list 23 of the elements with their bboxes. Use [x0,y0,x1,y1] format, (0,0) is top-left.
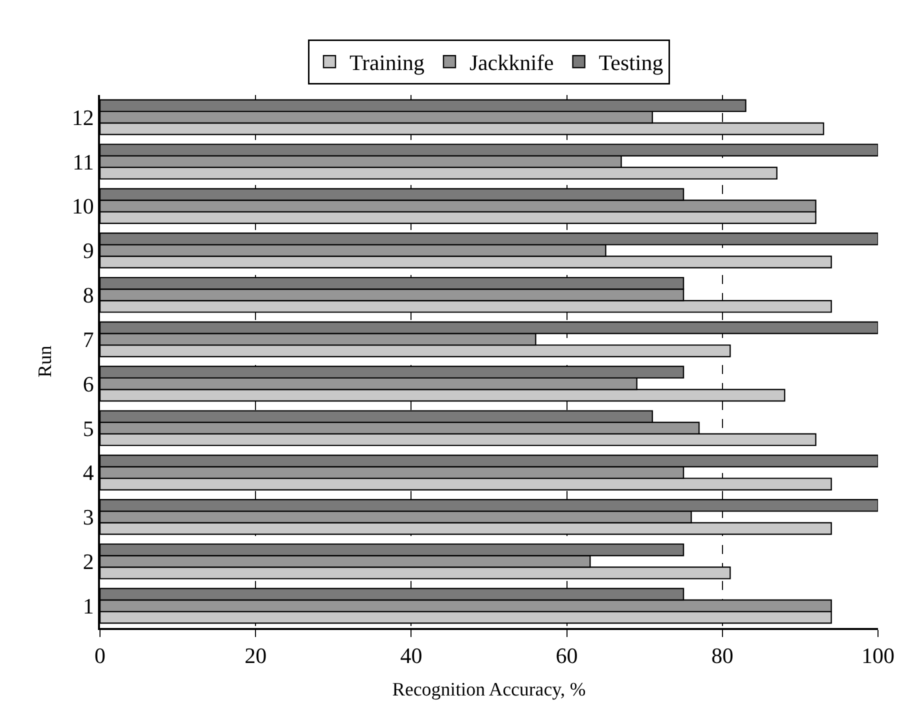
legend-label: Training [350,50,424,76]
y-tick-label: 6 [82,371,94,396]
legend-label: Testing [598,50,664,76]
y-axis-title: Run [35,345,56,378]
y-tick-label: 2 [82,549,94,574]
y-tick-label: 1 [82,593,94,618]
y-tick-label: 10 [72,194,94,219]
y-tick-label: 4 [82,460,94,486]
y-tick-label: 5 [82,416,94,441]
y-tick-label: 11 [72,149,94,174]
x-tick-label: 60 [556,643,578,668]
x-tick-label: 40 [400,643,422,668]
y-tick-label: 3 [82,504,94,530]
x-tick-label: 100 [862,643,894,668]
legend-label: Jackknife [469,50,554,76]
x-tick-label: 80 [711,643,734,668]
y-tick-label: 12 [72,104,94,130]
y-tick-label: 8 [82,282,94,308]
x-tick-label: 20 [244,643,267,668]
y-tick-label: 7 [82,326,94,352]
x-axis-title: Recognition Accuracy, % [392,679,586,700]
x-tick-label: 0 [94,643,106,668]
y-tick-label: 9 [82,238,94,264]
